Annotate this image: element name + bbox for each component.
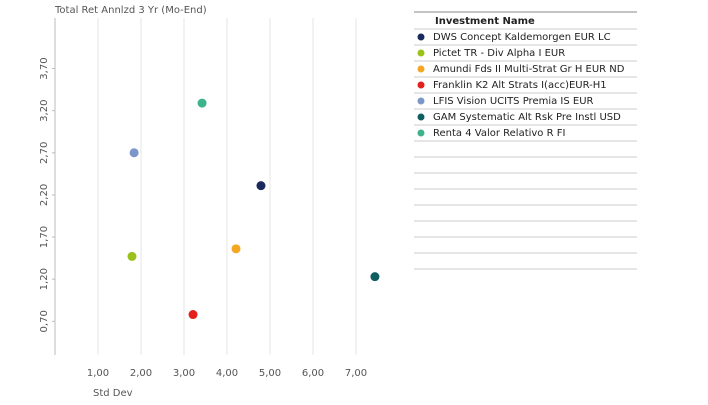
y-tick-label: 1,70 bbox=[39, 226, 50, 248]
y-tick-label: 1,20 bbox=[39, 268, 50, 290]
legend-marker bbox=[417, 97, 425, 105]
legend: Investment Name DWS Concept Kaldemorgen … bbox=[414, 11, 637, 270]
legend-label: LFIS Vision UCITS Premia IS EUR bbox=[433, 96, 594, 107]
point bbox=[231, 244, 241, 254]
point bbox=[127, 251, 137, 261]
x-tick-label: 5,00 bbox=[259, 368, 281, 379]
y-tick-label: 3,70 bbox=[39, 57, 50, 79]
legend-marker bbox=[417, 81, 425, 89]
x-tick-label: 7,00 bbox=[345, 368, 367, 379]
legend-marker bbox=[417, 33, 425, 41]
legend-label: DWS Concept Kaldemorgen EUR LC bbox=[433, 32, 611, 43]
point bbox=[256, 181, 266, 191]
legend-title: Investment Name bbox=[435, 16, 535, 27]
point bbox=[188, 310, 198, 320]
y-tick-label: 3,20 bbox=[39, 100, 50, 122]
legend-marker bbox=[417, 129, 425, 137]
legend-label: GAM Systematic Alt Rsk Pre Instl USD bbox=[433, 112, 621, 123]
x-tick-label: 3,00 bbox=[173, 368, 195, 379]
x-tick-label: 6,00 bbox=[302, 368, 324, 379]
x-tick-label: 4,00 bbox=[216, 368, 238, 379]
point bbox=[197, 98, 207, 108]
legend-marker bbox=[417, 113, 425, 121]
y-tick-label: 2,70 bbox=[39, 142, 50, 164]
point bbox=[370, 272, 380, 282]
x-tick-label: 1,00 bbox=[87, 368, 109, 379]
x-axis-title: Std Dev bbox=[93, 388, 133, 399]
legend-marker bbox=[417, 49, 425, 57]
legend-label: Franklin K2 Alt Strats I(acc)EUR-H1 bbox=[433, 80, 607, 91]
legend-label: Renta 4 Valor Relativo R FI bbox=[433, 128, 565, 139]
y-axis-title: Total Ret Annlzd 3 Yr (Mo-End) bbox=[54, 5, 207, 16]
legend-label: Amundi Fds II Multi-Strat Gr H EUR ND bbox=[433, 64, 625, 75]
point bbox=[129, 148, 139, 158]
y-tick-label: 0,70 bbox=[39, 310, 50, 332]
legend-marker bbox=[417, 65, 425, 73]
legend-label: Pictet TR - Div Alpha I EUR bbox=[433, 48, 565, 59]
x-tick-label: 2,00 bbox=[130, 368, 152, 379]
y-tick-label: 2,20 bbox=[39, 184, 50, 206]
